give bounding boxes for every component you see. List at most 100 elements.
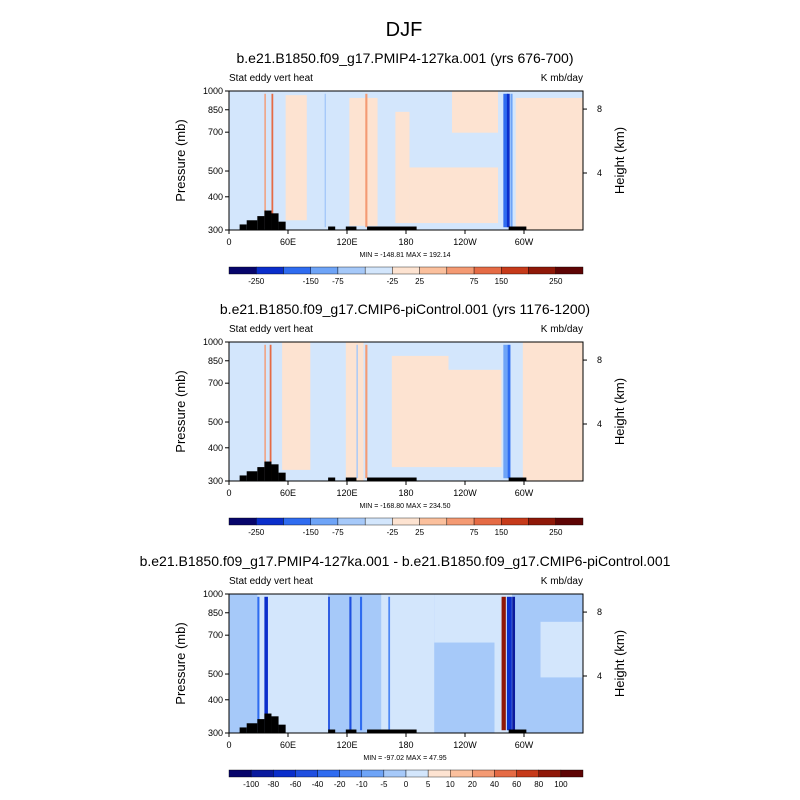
terrain-block-8 xyxy=(345,226,357,230)
field-streak-2 xyxy=(506,93,510,228)
stats-label: MIN = -97.02 MAX = 47.95 xyxy=(363,755,446,762)
field-region-3 xyxy=(328,594,382,671)
terrain-block-2 xyxy=(246,723,258,733)
colorbar-swatch xyxy=(560,769,584,778)
x-tick-label: 0 xyxy=(226,488,231,498)
field-streak-6 xyxy=(328,596,330,731)
colorbar-label: -100 xyxy=(243,780,260,789)
y-tick-label: 850 xyxy=(208,105,223,115)
field-region-3 xyxy=(306,91,350,230)
panel-left-label: Stat eddy vert heat xyxy=(229,73,313,84)
colorbar-swatch xyxy=(450,769,473,778)
terrain-block-9 xyxy=(367,226,417,230)
field-region-4 xyxy=(345,342,364,481)
field-region-6 xyxy=(391,355,502,468)
colorbar-label: -25 xyxy=(387,528,399,537)
field-region-8 xyxy=(409,167,502,224)
x-tick-label: 60E xyxy=(280,488,296,498)
colorbar-swatch xyxy=(555,266,584,275)
field-region-3 xyxy=(310,342,346,481)
stats-label: MIN = -168.80 MAX = 234.50 xyxy=(359,503,450,510)
field-region-2 xyxy=(285,95,307,221)
field-streak-3 xyxy=(512,596,516,731)
colorbar-swatch xyxy=(364,517,393,526)
colorbar-swatch xyxy=(473,517,502,526)
terrain-block-3 xyxy=(257,467,265,481)
y-tick-label: 700 xyxy=(208,378,223,388)
terrain-block-8 xyxy=(345,477,357,481)
terrain-block-9 xyxy=(367,477,417,481)
field-streak-2 xyxy=(506,596,512,731)
x-tick-label: 0 xyxy=(226,237,231,247)
colorbar-swatch xyxy=(310,266,339,275)
colorbar-swatch xyxy=(337,517,366,526)
field-streak-6 xyxy=(356,344,358,479)
field-region-4 xyxy=(349,97,378,226)
field-region-7 xyxy=(448,342,502,370)
field-streak-1 xyxy=(503,344,508,479)
terrain-block-5 xyxy=(271,213,279,230)
x-tick-label: 120W xyxy=(453,237,477,247)
field-region-7 xyxy=(409,91,438,168)
terrain-block-10 xyxy=(508,477,527,481)
y-tick-label: 400 xyxy=(208,443,223,453)
y-tick-label: 300 xyxy=(208,476,223,486)
terrain-block-6 xyxy=(278,472,286,481)
y-axis-label: Pressure (mb) xyxy=(173,622,188,704)
colorbar-swatch xyxy=(405,769,429,778)
colorbar-swatch xyxy=(419,266,448,275)
y2-tick-label: 8 xyxy=(597,355,602,365)
panel-left-label: Stat eddy vert heat xyxy=(229,324,313,335)
colorbar-swatch xyxy=(273,769,296,778)
terrain-block-7 xyxy=(328,226,336,230)
y-tick-label: 500 xyxy=(208,669,223,679)
y2-tick-label: 4 xyxy=(597,671,602,681)
y-tick-label: 300 xyxy=(208,728,223,738)
field-region-5 xyxy=(434,594,495,643)
colorbar-swatch xyxy=(555,517,584,526)
colorbar-label: -75 xyxy=(332,528,344,537)
colorbar-swatch xyxy=(256,266,284,275)
x-tick-label: 60E xyxy=(280,237,296,247)
terrain-block-3 xyxy=(257,719,265,733)
colorbar-swatch xyxy=(256,517,284,526)
colorbar-swatch xyxy=(392,266,420,275)
field-streak-8 xyxy=(359,596,363,731)
x-tick-label: 120E xyxy=(336,237,357,247)
panel-title: b.e21.B1850.f09_g17.PMIP4-127ka.001 - b.… xyxy=(140,553,671,569)
y2-tick-label: 4 xyxy=(597,419,602,429)
y2-axis-label: Height (km) xyxy=(612,127,627,194)
colorbar-label: -5 xyxy=(380,780,388,789)
y-axis-label: Pressure (mb) xyxy=(173,119,188,201)
colorbar-swatch xyxy=(295,769,318,778)
x-tick-label: 180 xyxy=(398,237,413,247)
colorbar-label: -75 xyxy=(332,277,344,286)
y-tick-label: 1000 xyxy=(203,589,223,599)
colorbar-swatch xyxy=(516,769,539,778)
colorbar-label: 75 xyxy=(470,277,479,286)
stats-label: MIN = -148.81 MAX = 192.14 xyxy=(359,252,450,259)
x-tick-label: 120E xyxy=(336,740,357,750)
panel-title: b.e21.B1850.f09_g17.CMIP6-piControl.001 … xyxy=(220,301,590,317)
terrain-block-1 xyxy=(239,475,247,481)
colorbar-swatch xyxy=(501,266,529,275)
colorbar-swatch xyxy=(339,769,362,778)
terrain-block-4 xyxy=(264,713,272,733)
field-streak-5 xyxy=(257,596,260,731)
terrain-block-4 xyxy=(264,461,272,481)
x-tick-label: 120W xyxy=(453,488,477,498)
colorbar-label: -250 xyxy=(248,277,265,286)
colorbar-label: -40 xyxy=(312,780,324,789)
x-tick-label: 60E xyxy=(280,740,296,750)
field-streak-4 xyxy=(264,596,268,731)
field-streak-5 xyxy=(365,344,368,479)
field-streak-2 xyxy=(507,344,511,479)
colorbar-label: 80 xyxy=(534,780,543,789)
colorbar-swatch xyxy=(392,517,420,526)
y2-tick-label: 8 xyxy=(597,104,602,114)
field-streak-5 xyxy=(271,93,274,228)
figure-title: DJF xyxy=(386,19,423,41)
x-tick-label: 120W xyxy=(453,740,477,750)
y-axis-label: Pressure (mb) xyxy=(173,370,188,452)
